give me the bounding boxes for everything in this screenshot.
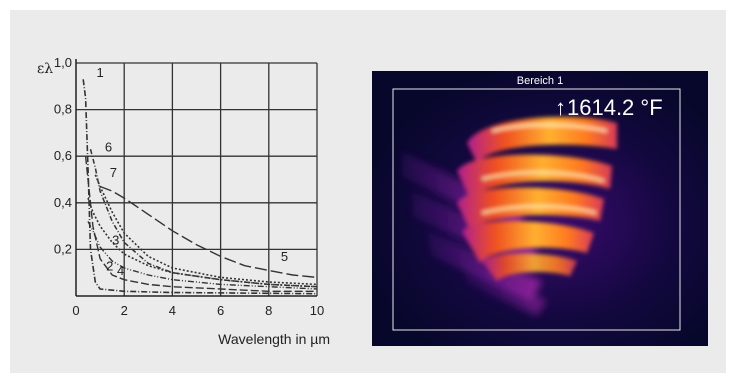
- temperature-value: 1614.2 °F: [567, 95, 663, 120]
- y-tick-label: 0,8: [54, 102, 72, 117]
- chart-ticks: 0 2 4 6 8 100,20,40,60,81,0: [54, 55, 324, 318]
- series-line-7: [94, 174, 318, 286]
- thermal-image: Bereich 1 ↑1614.2 °F: [372, 71, 708, 346]
- region-label: Bereich 1: [516, 75, 564, 87]
- series-line-2: [84, 156, 317, 292]
- x-tick-label: 10: [310, 303, 324, 318]
- x-tick-label: 2: [121, 303, 128, 318]
- series-label-3: 3: [112, 233, 119, 248]
- series-label-2: 2: [106, 258, 113, 273]
- thermal-coil-picture: [372, 71, 708, 346]
- chart-series: 1 2 3 4 5 6 7: [82, 65, 318, 295]
- series-line-4: [87, 221, 318, 290]
- y-tick-label: 0,4: [54, 195, 72, 210]
- series-label-7: 7: [110, 165, 117, 180]
- x-tick-label: 8: [265, 303, 272, 318]
- x-tick-label: 0: [72, 303, 79, 318]
- y-axis-label: ελ: [37, 61, 53, 77]
- series-label-6: 6: [105, 140, 112, 155]
- x-tick-label: 6: [217, 303, 224, 318]
- temperature-readout: ↑1614.2 °F: [555, 95, 663, 121]
- up-arrow-icon: ↑: [555, 95, 566, 120]
- series-label-1: 1: [96, 65, 103, 80]
- measurement-region-box: [392, 88, 681, 331]
- x-tick-label: 4: [169, 303, 176, 318]
- series-line-5: [99, 185, 318, 279]
- series-label-5: 5: [281, 249, 288, 264]
- series-line-1: [82, 79, 318, 295]
- chart-grid: [75, 59, 318, 297]
- x-axis-label: Wavelength in µm: [218, 331, 330, 347]
- y-tick-label: 1,0: [54, 55, 72, 70]
- y-tick-label: 0,2: [54, 241, 72, 256]
- series-label-4: 4: [117, 263, 124, 278]
- y-tick-label: 0,6: [54, 148, 72, 163]
